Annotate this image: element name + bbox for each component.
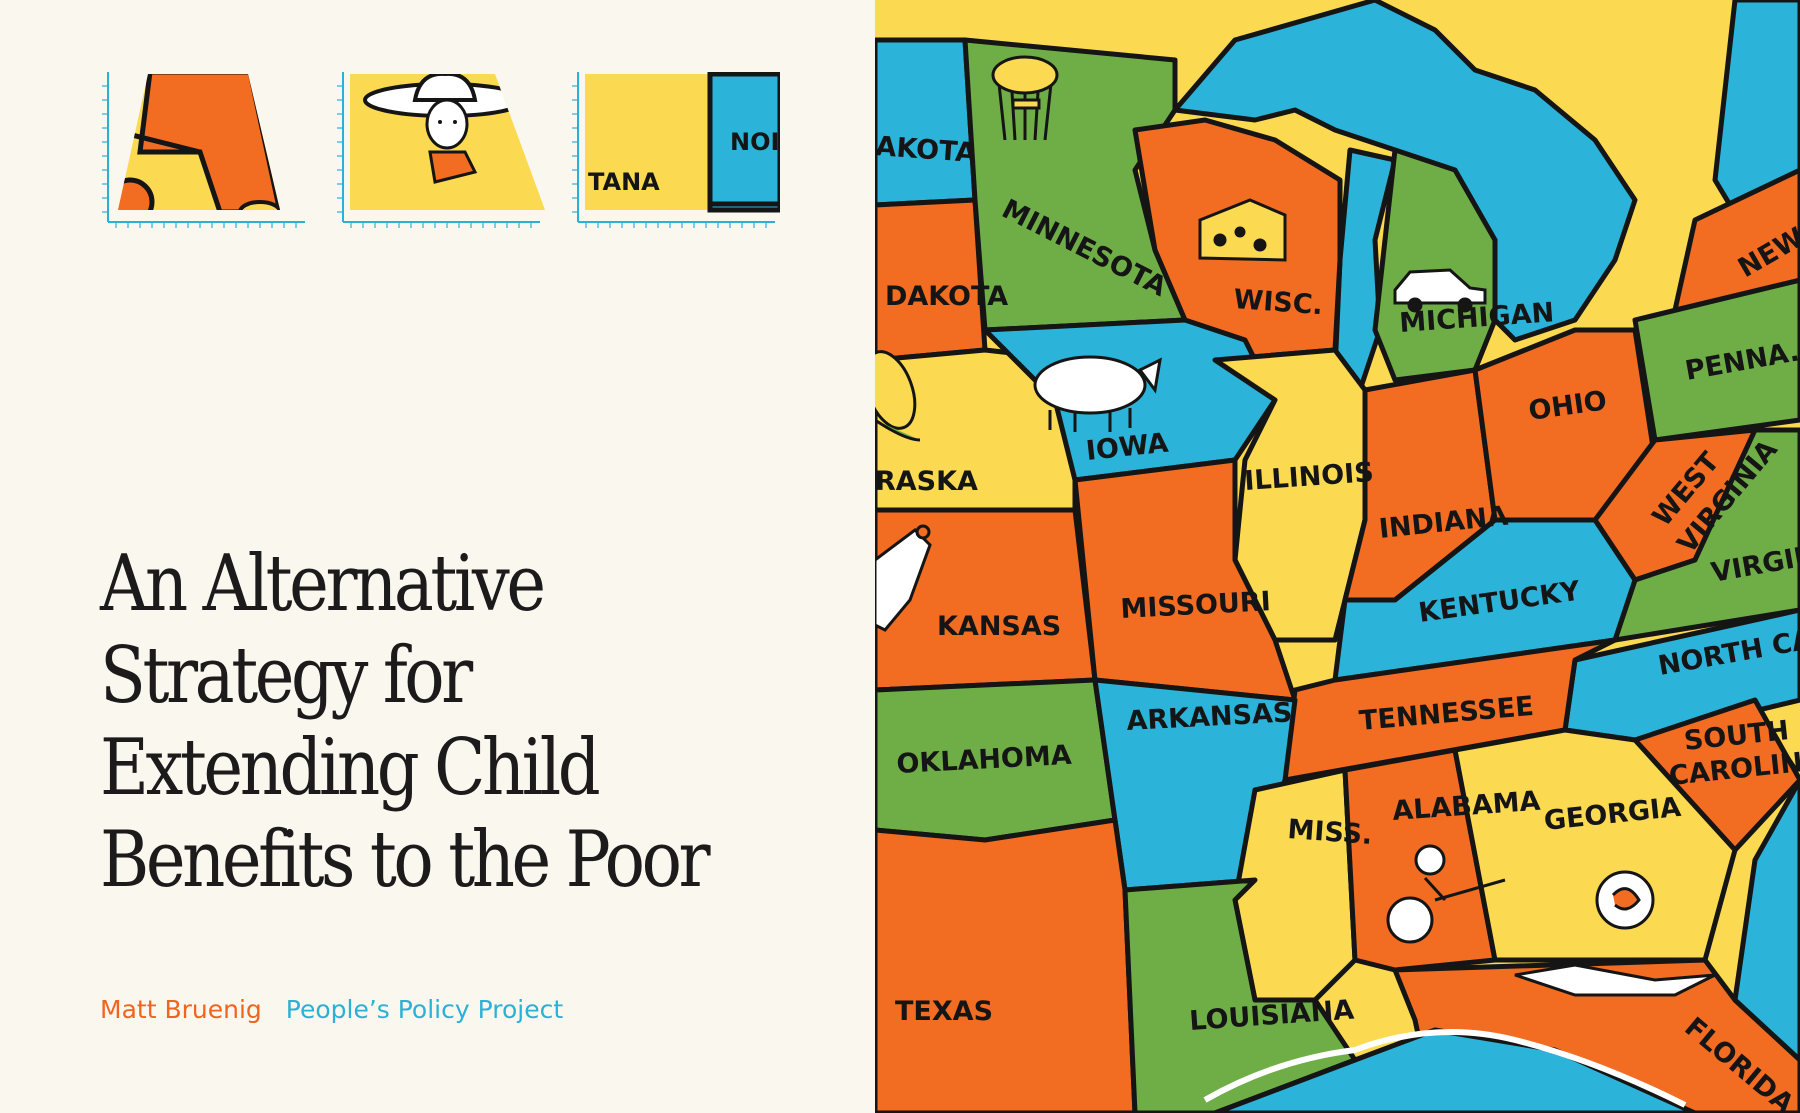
- state-new-york: [1672, 167, 1800, 313]
- state-illinois: [1212, 347, 1368, 643]
- map-fragment-icon: [102, 72, 305, 228]
- title-line-4: Benefits to the Poor: [100, 815, 711, 905]
- label-wisconsin: WISC.: [1233, 284, 1324, 321]
- corn-icon: [875, 350, 921, 442]
- label-north-dakota: AKOTA: [875, 131, 977, 169]
- map-fragment-icon: TANA NOI: [572, 72, 780, 228]
- great-lakes: [1172, 0, 1638, 343]
- state-south-dakota: [875, 197, 988, 363]
- state-louisiana: [1122, 877, 1358, 1113]
- title-line-2: Strategy for: [100, 631, 473, 721]
- illustrated-us-map: AKOTA DAKOTA MINNESOTA WISC. MICHIGAN IO…: [875, 0, 1800, 1113]
- car-icon: [1393, 268, 1487, 313]
- publisher-name: People’s Policy Project: [285, 995, 564, 1024]
- thumbnail-map-fragment-3: TANA NOI: [570, 72, 780, 230]
- title-line-3: Extending Child: [100, 723, 601, 813]
- coastline-wave: [1203, 1029, 1687, 1108]
- alligator-icon: [1514, 963, 1716, 997]
- document-title: An Alternative Strategy for Extending Ch…: [100, 538, 719, 906]
- byline: Matt Bruenig People’s Policy Project: [100, 995, 563, 1024]
- state-texas: [875, 817, 1138, 1113]
- label-kansas: KANSAS: [937, 611, 1061, 642]
- gulf-water: [1212, 1027, 1698, 1113]
- cowboy-icon: [337, 72, 545, 228]
- author-name: Matt Bruenig: [100, 995, 262, 1024]
- thumbnail-cowboy: [335, 72, 545, 230]
- label-mississippi: MISS.: [1287, 814, 1374, 851]
- thumb-label-noi: NOI: [730, 128, 779, 156]
- cheese-icon: [1198, 198, 1287, 262]
- atlantic-coast-water: [1732, 777, 1800, 1063]
- label-texas: TEXAS: [895, 996, 993, 1027]
- label-nebraska: RASKA: [875, 466, 978, 497]
- thumb-label-tana: TANA: [588, 168, 660, 196]
- title-line-1: An Alternative: [100, 539, 546, 629]
- rooster-icon: [875, 524, 932, 632]
- thumbnail-map-fragment-1: [100, 72, 310, 230]
- cover-left-panel: TANA NOI An Alternative Strategy for Ext…: [0, 0, 875, 1113]
- banjo-player-icon: [1386, 844, 1506, 944]
- pig-icon: [1033, 355, 1162, 432]
- state-georgia: [1452, 727, 1738, 963]
- label-south-dakota: DAKOTA: [885, 281, 1008, 312]
- state-north-dakota: [875, 37, 978, 208]
- wheat-icon: [991, 55, 1059, 141]
- peach-icon: [1595, 870, 1655, 930]
